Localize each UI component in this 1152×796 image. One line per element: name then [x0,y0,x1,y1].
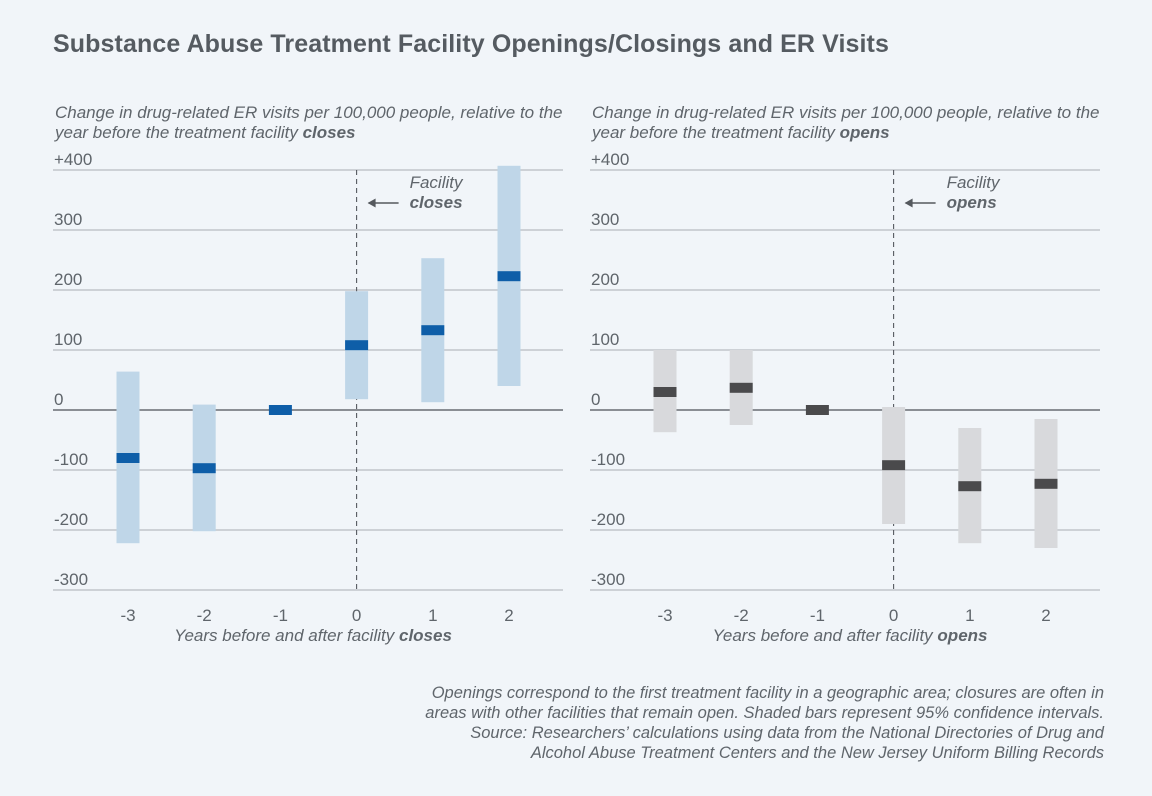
openings-y-tick-label: -200 [591,510,625,529]
closures-y-tick-label: 100 [54,330,82,349]
openings-point-estimate [729,382,753,393]
closures-annotation-line2: closes [410,193,463,212]
openings-panel: Change in drug-related ER visits per 100… [590,100,1110,660]
closures-annotation-arrow-head [367,198,376,208]
openings-y-tick-label: 300 [591,210,619,229]
closures-point-estimate [192,463,216,474]
closures-point-estimate [421,325,445,336]
openings-x-tick-label: -1 [810,606,825,625]
closures-point-estimate [268,405,292,415]
closures-subtitle-text: Change in drug-related ER visits per 100… [55,103,563,142]
openings-y-tick-label: +400 [591,150,629,169]
openings-x-tick-label: -3 [657,606,672,625]
openings-annotation-line1: Facility [947,173,1001,192]
openings-point-estimate [653,387,677,397]
closures-x-tick-label: -2 [197,606,212,625]
openings-y-tick-label: -300 [591,570,625,589]
openings-x-axis-label-text: Years before and after facility [712,626,933,645]
closures-y-tick-label: +400 [54,150,92,169]
openings-annotation-arrow-head [904,198,913,208]
closures-y-tick-label: 0 [54,390,63,409]
note-line: Source: Researchers’ calculations using … [470,724,1104,742]
closures-y-tick-label: 300 [54,210,82,229]
closures-x-tick-label: -1 [273,606,288,625]
openings-point-estimate [805,405,829,415]
note-line: Openings correspond to the first treatme… [431,684,1104,702]
openings-x-tick-label: 0 [889,606,898,625]
openings-x-tick-label: 1 [965,606,974,625]
closures-y-tick-label: 200 [54,270,82,289]
closures-x-axis-label-text: Years before and after facility [174,626,395,645]
openings-y-tick-label: 100 [591,330,619,349]
openings-point-estimate [882,460,906,471]
closures-x-tick-label: 1 [428,606,437,625]
closures-y-tick-label: -300 [54,570,88,589]
openings-x-axis-label: Years before and after facility opens [590,626,1110,646]
closures-x-axis-label-emphasis: closes [398,626,452,645]
closures-y-tick-label: -100 [54,450,88,469]
openings-x-axis-label-emphasis: opens [937,626,988,645]
chart-title: Substance Abuse Treatment Facility Openi… [53,30,889,58]
openings-y-tick-label: 200 [591,270,619,289]
closures-point-estimate [116,453,140,463]
openings-x-tick-label: -2 [734,606,749,625]
closures-annotation-line1: Facility [410,173,464,192]
openings-point-estimate [958,481,982,492]
closures-subtitle-emphasis: closes [302,123,356,142]
closures-point-estimate [497,271,521,282]
closures-panel: Change in drug-related ER visits per 100… [53,100,573,660]
closures-subtitle: Change in drug-related ER visits per 100… [55,103,575,143]
closures-y-tick-label: -200 [54,510,88,529]
closures-x-tick-label: 0 [352,606,361,625]
closures-point-estimate [345,340,369,351]
openings-point-estimate [1034,478,1058,489]
closures-x-tick-label: -3 [120,606,135,625]
note-line: Alcohol Abuse Treatment Centers and the … [530,744,1104,762]
openings-y-tick-label: 0 [591,390,600,409]
closures-x-tick-label: 2 [504,606,513,625]
openings-subtitle-text: Change in drug-related ER visits per 100… [592,103,1100,142]
openings-x-tick-label: 2 [1041,606,1050,625]
openings-annotation-line2: opens [947,193,997,212]
openings-subtitle: Change in drug-related ER visits per 100… [592,103,1112,143]
openings-y-tick-label: -100 [591,450,625,469]
source-note: Openings correspond to the first treatme… [304,683,1104,763]
closures-x-axis-label: Years before and after facility closes [53,626,573,646]
note-line: areas with other facilities that remain … [425,704,1104,722]
openings-subtitle-emphasis: opens [839,123,890,142]
closures-plot: -300 -200 -100 0 100 200 300 +400 Facilitycloses… [53,150,563,625]
